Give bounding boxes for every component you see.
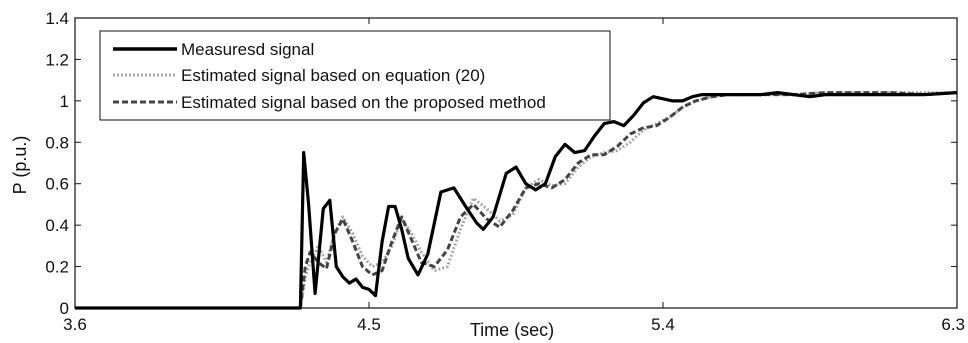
legend-label-proposed: Estimated signal based on the proposed m… bbox=[181, 93, 546, 112]
x-axis: 3.6 4.5 5.4 6.3 bbox=[63, 18, 965, 334]
series-group bbox=[75, 90, 958, 310]
x-axis-label: Time (sec) bbox=[470, 320, 554, 340]
y-tick-label: 1.2 bbox=[45, 50, 69, 69]
legend: Measuresd signal Estimated signal based … bbox=[99, 30, 611, 121]
x-tick-label: 4.5 bbox=[357, 315, 381, 334]
x-tick-label: 3.6 bbox=[63, 315, 87, 334]
legend-label-equation: Estimated signal based on equation (20) bbox=[181, 66, 485, 85]
y-tick-label: 1 bbox=[60, 92, 69, 111]
x-tick-label: 6.3 bbox=[941, 315, 965, 334]
y-tick-label: 0.2 bbox=[45, 258, 69, 277]
y-tick-label: 0.8 bbox=[45, 133, 69, 152]
y-tick-label: 1.4 bbox=[45, 9, 69, 28]
y-tick-label: 0 bbox=[60, 299, 69, 318]
x-tick-label: 5.4 bbox=[651, 315, 675, 334]
y-tick-label: 0.6 bbox=[45, 175, 69, 194]
legend-box bbox=[99, 30, 611, 121]
y-axis-label: P (p.u.) bbox=[10, 136, 30, 195]
y-axis: 0 0.2 0.4 0.6 0.8 1 1.2 1.4 bbox=[45, 9, 957, 318]
series-line-measured bbox=[75, 90, 958, 310]
plot-frame bbox=[74, 17, 958, 309]
legend-label-measured: Measuresd signal bbox=[181, 40, 314, 59]
series-line-proposed bbox=[75, 91, 958, 310]
series-line-equation bbox=[75, 91, 957, 310]
y-tick-label: 0.4 bbox=[45, 216, 69, 235]
